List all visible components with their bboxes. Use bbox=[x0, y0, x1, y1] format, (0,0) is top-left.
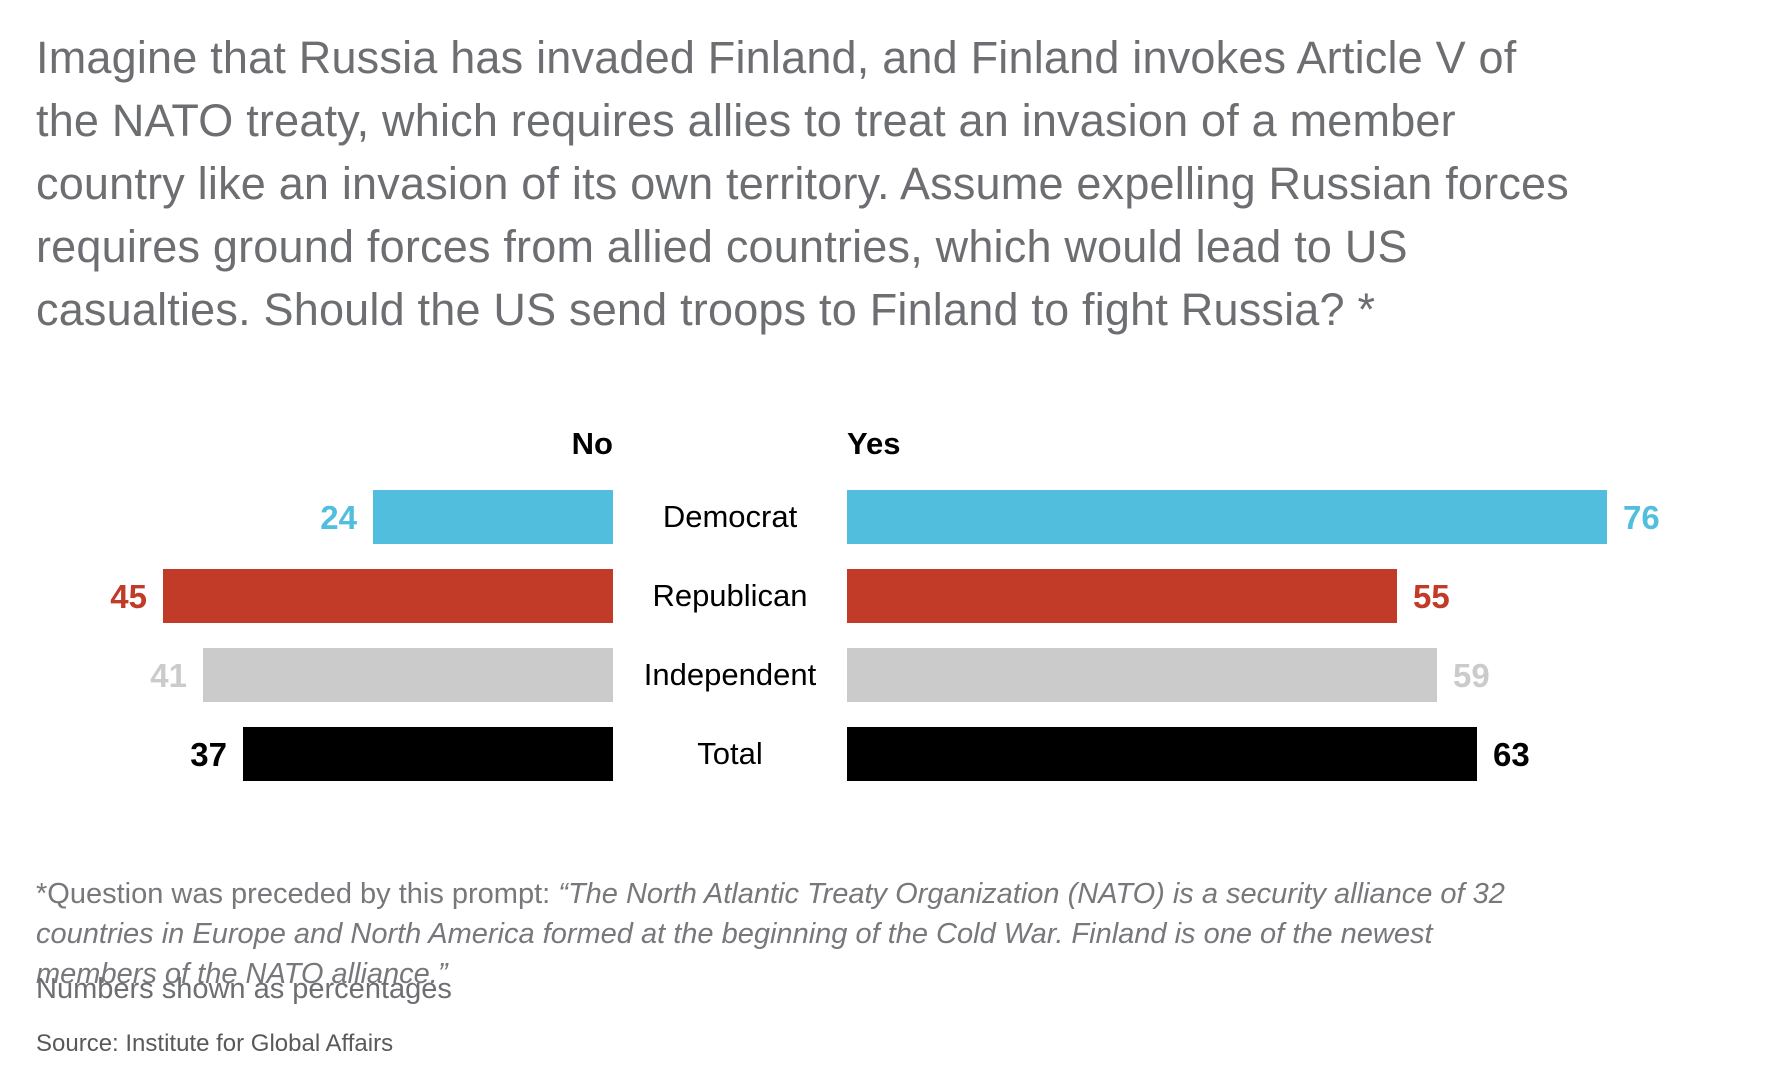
title-line: the NATO treaty, which requires allies t… bbox=[36, 95, 1456, 146]
yes-bar-total bbox=[847, 727, 1477, 781]
chart-rows: 24 Democrat 76 45 Republican 55 41 Independent 5… bbox=[0, 490, 1775, 781]
category-label-independent: Independent bbox=[643, 657, 817, 692]
percent-note: Numbers shown as percentages bbox=[36, 973, 452, 1005]
no-zone-democrat: 24 bbox=[0, 490, 613, 544]
no-value-label-democrat: 24 bbox=[320, 498, 357, 536]
no-header-zone: No bbox=[0, 426, 613, 462]
yes-column-header: Yes bbox=[847, 426, 901, 461]
category-zone-republican: Republican bbox=[613, 569, 847, 623]
yes-bar-independent bbox=[847, 648, 1437, 702]
category-zone-independent: Independent bbox=[613, 648, 847, 702]
title-line: Imagine that Russia has invaded Finland,… bbox=[36, 32, 1517, 83]
no-bar-republican bbox=[163, 569, 613, 623]
title-line: country like an invasion of its own terr… bbox=[36, 158, 1569, 209]
no-bar-total bbox=[243, 727, 613, 781]
yes-bar-democrat bbox=[847, 490, 1607, 544]
question-title: Imagine that Russia has invaded Finland,… bbox=[36, 26, 1596, 341]
category-zone-total: Total bbox=[613, 727, 847, 781]
column-header-row: No Yes bbox=[0, 424, 1775, 462]
title-line: casualties. Should the US send troops to… bbox=[36, 284, 1376, 335]
yes-bar-republican bbox=[847, 569, 1397, 623]
no-zone-total: 37 bbox=[0, 727, 613, 781]
yes-header-zone: Yes bbox=[847, 426, 1775, 462]
no-value-label-republican: 45 bbox=[110, 577, 147, 615]
yes-zone-republican: 55 bbox=[847, 569, 1775, 623]
no-value-label-independent: 41 bbox=[150, 656, 187, 694]
chart-row-independent: 41 Independent 59 bbox=[0, 648, 1775, 702]
no-zone-republican: 45 bbox=[0, 569, 613, 623]
yes-zone-total: 63 bbox=[847, 727, 1775, 781]
footnote-prefix: *Question was preceded by this prompt: bbox=[36, 878, 559, 910]
yes-zone-independent: 59 bbox=[847, 648, 1775, 702]
footnote: *Question was preceded by this prompt: “… bbox=[36, 874, 1516, 994]
category-zone-democrat: Democrat bbox=[613, 490, 847, 544]
yes-value-label-republican: 55 bbox=[1413, 577, 1450, 615]
yes-value-label-independent: 59 bbox=[1453, 656, 1490, 694]
no-zone-independent: 41 bbox=[0, 648, 613, 702]
yes-value-label-total: 63 bbox=[1493, 735, 1530, 773]
no-value-label-total: 37 bbox=[190, 735, 227, 773]
footnote-quote: “The North Atlantic Treaty Organization … bbox=[36, 878, 1505, 990]
category-label-democrat: Democrat bbox=[662, 499, 798, 534]
chart-row-democrat: 24 Democrat 76 bbox=[0, 490, 1775, 544]
source-note: Source: Institute for Global Affairs bbox=[36, 1030, 394, 1057]
yes-value-label-democrat: 76 bbox=[1623, 498, 1660, 536]
category-label-republican: Republican bbox=[652, 578, 808, 613]
no-bar-independent bbox=[203, 648, 613, 702]
no-column-header: No bbox=[571, 426, 613, 461]
title-line: requires ground forces from allied count… bbox=[36, 221, 1408, 272]
no-bar-democrat bbox=[373, 490, 613, 544]
chart-row-republican: 45 Republican 55 bbox=[0, 569, 1775, 623]
diverging-bar-chart: No Yes 24 Democrat 76 45 Republican 55 41 Indep… bbox=[0, 424, 1775, 806]
yes-zone-democrat: 76 bbox=[847, 490, 1775, 544]
chart-row-total: 37 Total 63 bbox=[0, 727, 1775, 781]
category-label-total: Total bbox=[697, 736, 763, 771]
